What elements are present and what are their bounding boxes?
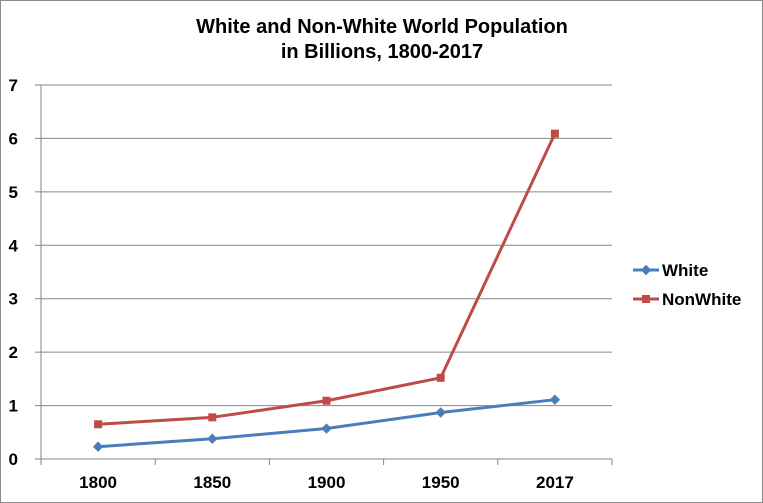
data-point-white [549,394,561,405]
x-tick-label: 2017 [536,473,574,492]
y-tick-label: 7 [9,76,18,95]
y-tick-label: 6 [9,129,18,148]
x-tick-label: 1800 [79,473,117,492]
gridlines [41,84,612,407]
legend-swatch-marker [642,295,650,303]
data-point-white [321,423,332,434]
data-point-white [92,441,104,452]
data-point-white [435,407,446,418]
series-nonwhite [94,129,559,429]
y-tick-label: 2 [9,343,18,362]
legend: White NonWhite [633,261,741,309]
legend-swatch-marker [640,264,652,276]
axes [35,84,613,465]
tick-labels: 0 1 2 3 4 5 6 7 1800 1850 1900 1950 2017 [9,76,574,492]
x-tick-label: 1900 [308,473,346,492]
data-point-nonwhite [94,420,103,429]
legend-item-nonwhite: NonWhite [633,290,741,309]
y-tick-label: 0 [9,450,18,469]
chart-title-line-1: White and Non-White World Population [196,16,568,38]
series [92,129,561,452]
data-point-nonwhite [322,396,331,405]
chart-title-line-2: in Billions, 1800-2017 [281,41,483,63]
series-line-nonwhite [96,132,557,426]
data-point-nonwhite [208,413,217,422]
legend-label: NonWhite [662,290,741,309]
data-point-nonwhite [436,373,445,382]
x-tick-label: 1850 [193,473,231,492]
data-point-white [207,433,218,444]
y-tick-label: 5 [9,183,18,202]
x-tick-label: 1950 [422,473,460,492]
series-white [92,394,561,452]
data-point-nonwhite [550,129,559,138]
y-tick-label: 1 [9,397,18,416]
legend-item-white: White [633,261,708,280]
y-tick-label: 3 [9,290,18,309]
y-tick-label: 4 [9,236,19,255]
series-line-white [96,398,557,449]
legend-label: White [662,261,708,280]
